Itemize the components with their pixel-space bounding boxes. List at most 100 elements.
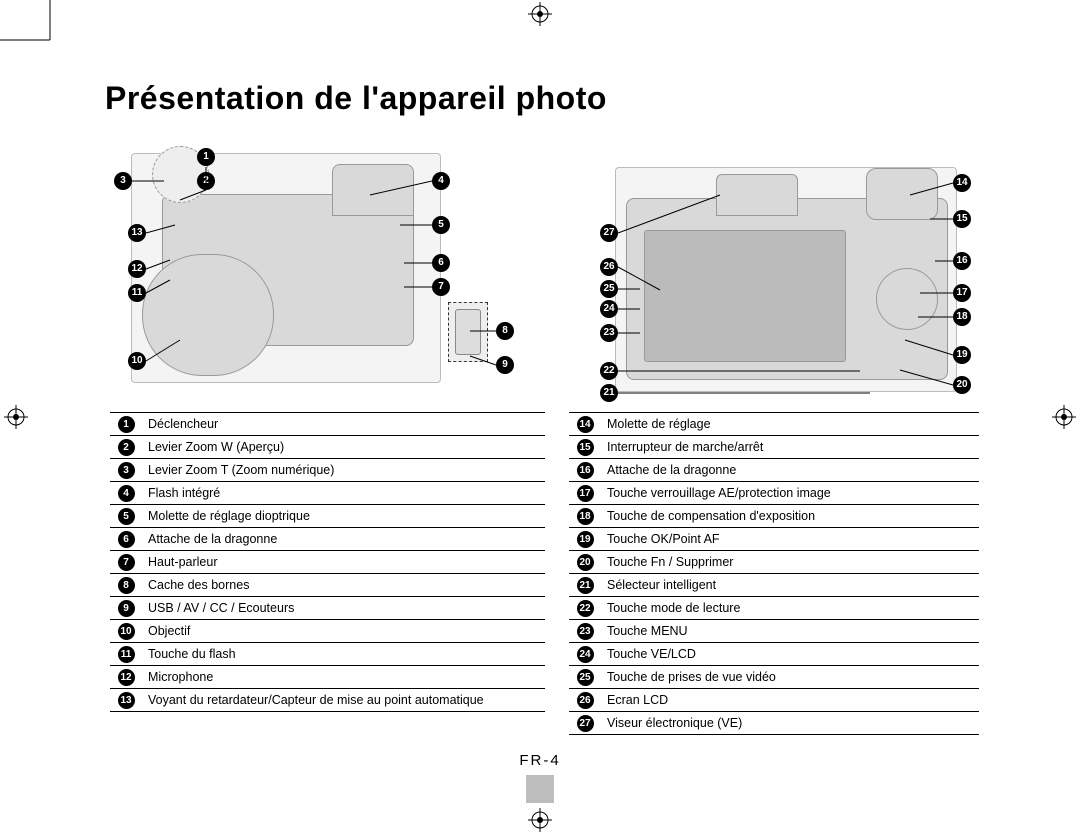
part-number-badge: 19 [577,531,594,548]
table-row: 4Flash intégré [110,482,545,505]
part-number-badge: 23 [577,623,594,640]
table-row: 14 Molette de réglage [569,413,979,436]
part-number-badge: 18 [577,508,594,525]
part-number-badge: 27 [577,715,594,732]
part-number-cell: 7 [110,551,142,574]
part-number-cell: 27 [569,712,601,735]
part-label: Molette de réglage dioptrique [142,505,545,528]
part-label: Voyant du retardateur/Capteur de mise au… [142,689,545,712]
registration-mark-bottom [528,808,552,832]
part-label: Cache des bornes [142,574,545,597]
part-label: Interrupteur de marche/arrêt [601,436,979,459]
part-number-cell: 11 [110,643,142,666]
part-number-cell: 22 [569,597,601,620]
table-row: 23 Touche MENU [569,620,979,643]
part-number-badge: 10 [118,623,135,640]
part-number-cell: 3 [110,459,142,482]
table-row: 13 Voyant du retardateur/Capteur de mise … [110,689,545,712]
part-number-cell: 8 [110,574,142,597]
table-row: 6 Attache de la dragonne [110,528,545,551]
registration-mark-right [1052,405,1076,429]
part-number-cell: 9 [110,597,142,620]
table-row: 19Touche OK/Point AF [569,528,979,551]
part-number-badge: 25 [577,669,594,686]
leader-lines-back [0,0,1000,410]
part-label: Sélecteur intelligent [601,574,979,597]
part-number-cell: 10 [110,620,142,643]
table-row: 8 Cache des bornes [110,574,545,597]
part-number-badge: 5 [118,508,135,525]
part-number-cell: 12 [110,666,142,689]
table-row: 1 Déclencheur [110,413,545,436]
table-row: 11 Touche du flash [110,643,545,666]
part-label: Touche de prises de vue vidéo [601,666,979,689]
part-label: Attache de la dragonne [142,528,545,551]
table-row: 5 Molette de réglage dioptrique [110,505,545,528]
part-number-badge: 6 [118,531,135,548]
table-row: 17 Touche verrouillage AE/protection imag… [569,482,979,505]
table-row: 27 Viseur électronique (VE) [569,712,979,735]
part-label: Molette de réglage [601,413,979,436]
part-number-cell: 13 [110,689,142,712]
part-label: Déclencheur [142,413,545,436]
part-number-cell: 21 [569,574,601,597]
table-row: 20 Touche Fn / Supprimer [569,551,979,574]
table-row: 10 Objectif [110,620,545,643]
part-number-cell: 17 [569,482,601,505]
table-row: 21 Sélecteur intelligent [569,574,979,597]
part-label: Touche verrouillage AE/protection image [601,482,979,505]
parts-table-left: 1 Déclencheur 2 Levier Zoom W (Aperçu)3Levi… [110,412,545,712]
part-number-cell: 5 [110,505,142,528]
part-number-badge: 21 [577,577,594,594]
part-label: Touche du flash [142,643,545,666]
part-label: Touche mode de lecture [601,597,979,620]
part-number-cell: 14 [569,413,601,436]
part-label: Ecran LCD [601,689,979,712]
table-row: 18Touche de compensation d'exposition [569,505,979,528]
part-number-cell: 25 [569,666,601,689]
table-row: 22Touche mode de lecture [569,597,979,620]
part-number-badge: 11 [118,646,135,663]
part-number-badge: 24 [577,646,594,663]
table-row: 3Levier Zoom T (Zoom numérique) [110,459,545,482]
part-label: Objectif [142,620,545,643]
page-number: FR-4 [0,752,1080,769]
part-number-badge: 17 [577,485,594,502]
table-row: 15 Interrupteur de marche/arrêt [569,436,979,459]
part-label: Levier Zoom T (Zoom numérique) [142,459,545,482]
part-label: Microphone [142,666,545,689]
part-number-cell: 24 [569,643,601,666]
part-number-badge: 15 [577,439,594,456]
part-number-cell: 15 [569,436,601,459]
table-row: 16 Attache de la dragonne [569,459,979,482]
part-label: Touche VE/LCD [601,643,979,666]
part-number-badge: 4 [118,485,135,502]
part-number-badge: 26 [577,692,594,709]
part-number-badge: 14 [577,416,594,433]
part-label: Viseur électronique (VE) [601,712,979,735]
parts-table-right: 14 Molette de réglage 15 Interrupteur de ma… [569,412,979,735]
part-number-cell: 23 [569,620,601,643]
part-number-cell: 19 [569,528,601,551]
part-number-cell: 20 [569,551,601,574]
part-number-badge: 9 [118,600,135,617]
table-row: 26 Ecran LCD [569,689,979,712]
part-number-badge: 8 [118,577,135,594]
part-number-badge: 20 [577,554,594,571]
part-label: Levier Zoom W (Aperçu) [142,436,545,459]
part-number-badge: 7 [118,554,135,571]
part-label: Attache de la dragonne [601,459,979,482]
table-row: 12 Microphone [110,666,545,689]
part-number-badge: 13 [118,692,135,709]
part-label: Touche Fn / Supprimer [601,551,979,574]
table-row: 25 Touche de prises de vue vidéo [569,666,979,689]
part-label: Touche MENU [601,620,979,643]
part-number-badge: 2 [118,439,135,456]
part-number-badge: 1 [118,416,135,433]
table-row: 2 Levier Zoom W (Aperçu) [110,436,545,459]
table-row: 24 Touche VE/LCD [569,643,979,666]
footer-bar [526,775,554,803]
part-number-badge: 12 [118,669,135,686]
part-number-cell: 18 [569,505,601,528]
part-number-badge: 16 [577,462,594,479]
